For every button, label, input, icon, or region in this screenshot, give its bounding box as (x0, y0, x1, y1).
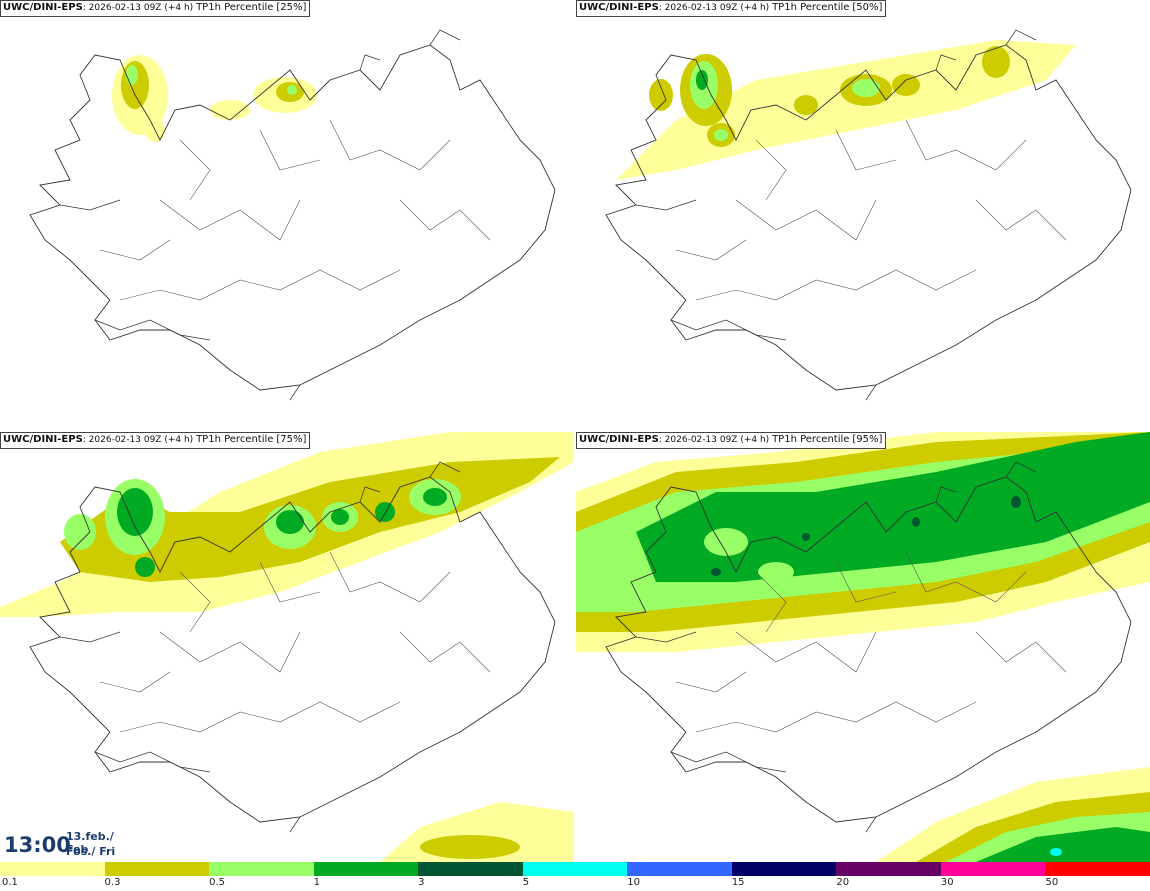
panel-title: UWC/DINI-EPS: 2026-02-13 09Z (+4 h) TP1h… (0, 432, 311, 449)
run-time: 2026-02-13 09Z (88, 435, 162, 445)
color-scale-label: 0.5 (209, 877, 225, 888)
color-scale-label: 15 (731, 877, 745, 888)
map-panel-25: UWC/DINI-EPS: 2026-02-13 09Z (+4 h) TP1h… (0, 0, 574, 430)
model-name: UWC/DINI-EPS (3, 434, 83, 445)
color-scale-segment (104, 862, 210, 876)
percentile-value: [50%] (852, 2, 883, 13)
variable-name: TP1h Percentile (196, 2, 274, 13)
panel-title: UWC/DINI-EPS: 2026-02-13 09Z (+4 h) TP1h… (576, 432, 887, 449)
panel-title: UWC/DINI-EPS: 2026-02-13 09Z (+4 h) TP1h… (0, 0, 311, 17)
precip-map-95 (576, 432, 1150, 862)
color-scale-label: 3 (418, 877, 425, 888)
percentile-value: [75%] (276, 434, 307, 445)
color-scale-segment (522, 862, 628, 876)
color-scale-label: 5 (522, 877, 530, 888)
color-scale-label: 0.3 (104, 877, 121, 888)
color-scale-segment (0, 862, 105, 876)
color-scale-label: 1 (313, 877, 320, 888)
color-scale-label: 20 (836, 877, 850, 888)
run-time: 2026-02-13 09Z (664, 3, 738, 13)
map-panel-75: UWC/DINI-EPS: 2026-02-13 09Z (+4 h) TP1h… (0, 432, 574, 862)
run-time: 2026-02-13 09Z (88, 3, 162, 13)
precip-map-50 (605, 29, 1132, 401)
color-scale-segment (418, 862, 523, 876)
run-time: 2026-02-13 09Z (664, 435, 738, 445)
variable-name: TP1h Percentile (772, 434, 850, 445)
lead-time: (+4 h) (164, 435, 194, 445)
valid-time-box: 13:00 13.feb./ Feb Fös./ Fri (0, 826, 140, 862)
valid-weekday: Fös./ Fri (66, 845, 116, 858)
valid-time: 13:00 (4, 833, 71, 857)
variable-name: TP1h Percentile (772, 2, 850, 13)
panel-divider-horizontal (0, 430, 1150, 432)
color-scale-segment (627, 862, 732, 876)
color-scale-bar (0, 862, 1150, 876)
color-scale-label: 0.1 (2, 877, 18, 888)
map-panel-50: UWC/DINI-EPS: 2026-02-13 09Z (+4 h) TP1h… (576, 0, 1150, 430)
lead-time: (+4 h) (740, 435, 770, 445)
precip-map-75 (0, 432, 574, 862)
valid-date: 13.feb./ Feb (66, 830, 114, 856)
model-name: UWC/DINI-EPS (579, 2, 659, 13)
percentile-value: [25%] (276, 2, 307, 13)
lead-time: (+4 h) (740, 3, 770, 13)
color-scale-segment (836, 862, 941, 876)
model-name: UWC/DINI-EPS (579, 434, 659, 445)
color-scale-labels: 0.1 0.3 0.5 1 3 5 10 15 20 30 50 (0, 876, 1150, 891)
panel-title: UWC/DINI-EPS: 2026-02-13 09Z (+4 h) TP1h… (576, 0, 887, 17)
color-scale-label: 30 (940, 877, 954, 888)
color-scale-label: 10 (627, 877, 640, 888)
map-panel-95: UWC/DINI-EPS: 2026-02-13 09Z (+4 h) TP1h… (576, 432, 1150, 862)
variable-name: TP1h Percentile (196, 434, 274, 445)
color-scale-segment (209, 862, 314, 876)
color-scale-segment (940, 862, 1046, 876)
color-scale-segment (1045, 862, 1150, 876)
percentile-value: [95%] (852, 434, 883, 445)
color-scale-segment (731, 862, 837, 876)
precip-map-25 (29, 29, 556, 401)
lead-time: (+4 h) (164, 3, 194, 13)
color-scale-segment (313, 862, 419, 876)
model-name: UWC/DINI-EPS (3, 2, 83, 13)
color-scale-label: 50 (1045, 877, 1059, 888)
